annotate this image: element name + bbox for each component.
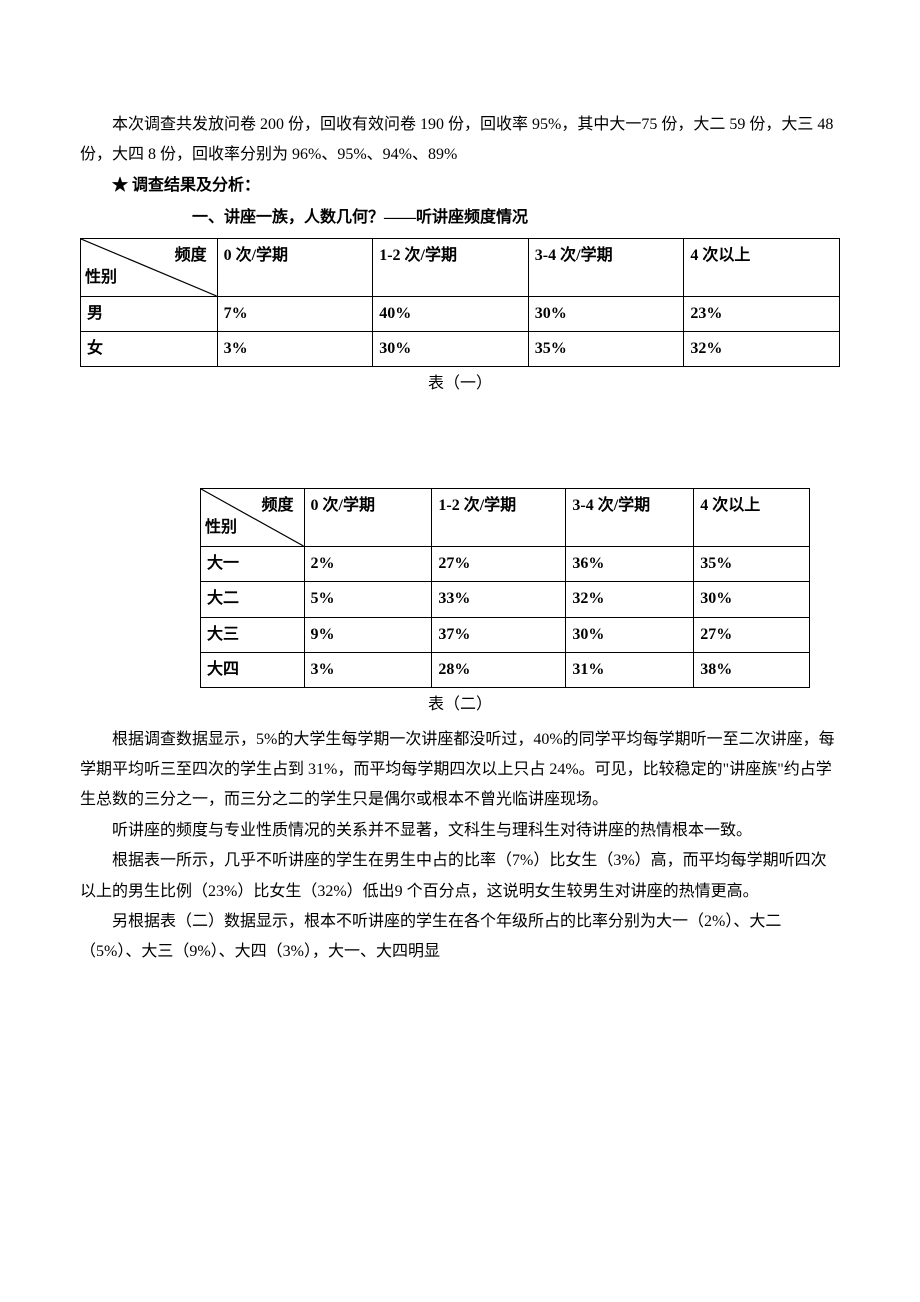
table-two: 频度性别0 次/学期1-2 次/学期3-4 次/学期4 次以上大一2%27%36… bbox=[200, 488, 810, 689]
column-header: 1-2 次/学期 bbox=[432, 488, 566, 546]
column-header: 4 次以上 bbox=[684, 238, 840, 296]
header-diagonal-cell: 频度性别 bbox=[201, 488, 305, 546]
table-row: 大四3%28%31%38% bbox=[201, 652, 810, 687]
table-cell: 30% bbox=[373, 331, 529, 366]
table-row: 大一2%27%36%35% bbox=[201, 546, 810, 581]
table-cell: 32% bbox=[684, 331, 840, 366]
header-diagonal-cell: 频度性别 bbox=[81, 238, 218, 296]
column-header: 3-4 次/学期 bbox=[528, 238, 684, 296]
body-p3: 根据表一所示，几乎不听讲座的学生在男生中占的比率（7%）比女生（3%）高，而平均… bbox=[80, 846, 840, 907]
document-content: 本次调查共发放问卷 200 份，回收有效问卷 190 份，回收率 95%，其中大… bbox=[80, 110, 840, 968]
table-cell: 30% bbox=[528, 296, 684, 331]
table-cell: 33% bbox=[432, 582, 566, 617]
table-row: 大二5%33%32%30% bbox=[201, 582, 810, 617]
table-cell: 32% bbox=[566, 582, 694, 617]
table-cell: 7% bbox=[217, 296, 373, 331]
table-cell: 5% bbox=[304, 582, 432, 617]
column-header: 3-4 次/学期 bbox=[566, 488, 694, 546]
table-cell: 28% bbox=[432, 652, 566, 687]
table-row: 大三9%37%30%27% bbox=[201, 617, 810, 652]
table-cell: 9% bbox=[304, 617, 432, 652]
intro-paragraph: 本次调查共发放问卷 200 份，回收有效问卷 190 份，回收率 95%，其中大… bbox=[80, 110, 840, 171]
table-cell: 30% bbox=[694, 582, 810, 617]
column-header: 0 次/学期 bbox=[217, 238, 373, 296]
row-label: 大四 bbox=[201, 652, 305, 687]
table-cell: 27% bbox=[694, 617, 810, 652]
table-cell: 30% bbox=[566, 617, 694, 652]
row-label: 大二 bbox=[201, 582, 305, 617]
table-cell: 36% bbox=[566, 546, 694, 581]
table-cell: 35% bbox=[694, 546, 810, 581]
table-cell: 40% bbox=[373, 296, 529, 331]
row-header-label: 性别 bbox=[205, 513, 237, 543]
table-row: 女3%30%35%32% bbox=[81, 331, 840, 366]
table-row: 男7%40%30%23% bbox=[81, 296, 840, 331]
results-heading: ★ 调查结果及分析： bbox=[80, 171, 840, 201]
column-header: 0 次/学期 bbox=[304, 488, 432, 546]
row-label: 女 bbox=[81, 331, 218, 366]
table-cell: 27% bbox=[432, 546, 566, 581]
table-cell: 3% bbox=[304, 652, 432, 687]
col-header-label: 频度 bbox=[175, 241, 207, 271]
col-header-label: 频度 bbox=[262, 491, 294, 521]
table-one-caption: 表（一） bbox=[80, 369, 840, 399]
body-p4: 另根据表（二）数据显示，根本不听讲座的学生在各个年级所占的比率分别为大一（2%）… bbox=[80, 907, 840, 968]
body-p2: 听讲座的频度与专业性质情况的关系并不显著，文科生与理科生对待讲座的热情根本一致。 bbox=[80, 816, 840, 846]
row-label: 大三 bbox=[201, 617, 305, 652]
table-cell: 31% bbox=[566, 652, 694, 687]
table-two-caption: 表（二） bbox=[80, 690, 840, 720]
table-cell: 23% bbox=[684, 296, 840, 331]
table-cell: 38% bbox=[694, 652, 810, 687]
column-header: 4 次以上 bbox=[694, 488, 810, 546]
table-one: 频度性别0 次/学期1-2 次/学期3-4 次/学期4 次以上男7%40%30%… bbox=[80, 238, 840, 368]
table-cell: 35% bbox=[528, 331, 684, 366]
row-label: 大一 bbox=[201, 546, 305, 581]
body-p1: 根据调查数据显示，5%的大学生每学期一次讲座都没听过，40%的同学平均每学期听一… bbox=[80, 725, 840, 816]
table-cell: 2% bbox=[304, 546, 432, 581]
column-header: 1-2 次/学期 bbox=[373, 238, 529, 296]
section-1-title: 一、讲座一族，人数几何？——听讲座频度情况 bbox=[80, 203, 840, 233]
table-cell: 37% bbox=[432, 617, 566, 652]
row-header-label: 性别 bbox=[85, 263, 117, 293]
table-cell: 3% bbox=[217, 331, 373, 366]
row-label: 男 bbox=[81, 296, 218, 331]
